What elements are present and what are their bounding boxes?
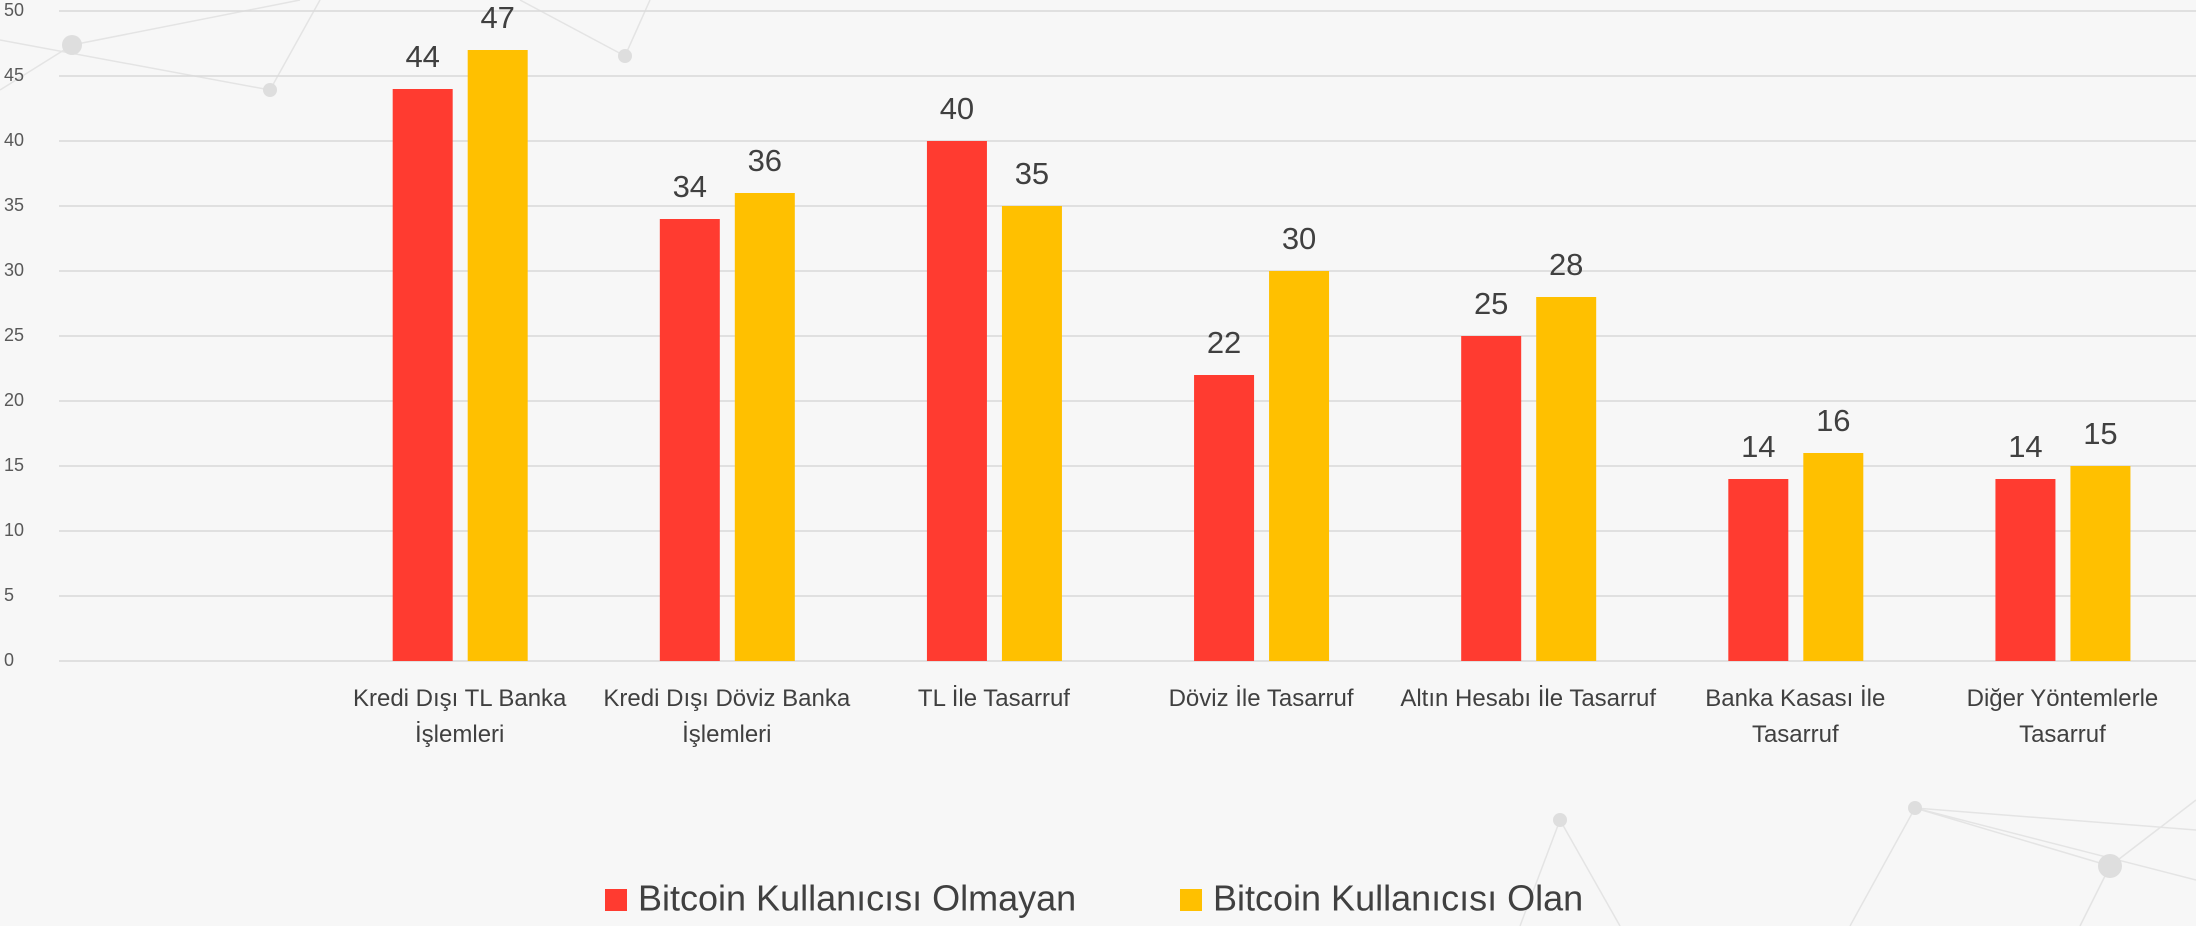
x-tick-label: Kredi Dışı TL Banka İşlemleri: [352, 685, 567, 748]
bar: [1194, 375, 1255, 661]
y-tick-label: 35: [4, 195, 24, 215]
x-tick-label: Kredi Dışı Döviz Banka İşlemleri: [603, 685, 851, 748]
y-tick-label: 40: [4, 130, 24, 150]
bar: [734, 193, 795, 661]
value-label: 22: [1207, 325, 1241, 360]
legend-label: Bitcoin Kullanıcısı Olan: [1213, 878, 1583, 919]
y-tick-label: 0: [4, 650, 14, 670]
value-label: 47: [480, 0, 514, 35]
y-tick-label: 50: [4, 0, 24, 20]
y-tick-label: 30: [4, 260, 24, 280]
value-label: 25: [1474, 286, 1508, 321]
value-label: 36: [748, 143, 782, 178]
value-label: 30: [1282, 221, 1316, 256]
bar: [467, 50, 528, 661]
legend-swatch: [1180, 889, 1202, 911]
bar: [2070, 466, 2131, 661]
value-label: 34: [673, 169, 707, 204]
value-label: 44: [405, 39, 439, 74]
bar: [1995, 479, 2056, 661]
value-label: 35: [1015, 156, 1049, 191]
value-label: 28: [1549, 247, 1583, 282]
bar: [392, 89, 453, 661]
value-label: 14: [1741, 429, 1775, 464]
bar: [1461, 336, 1522, 661]
y-tick-label: 20: [4, 390, 24, 410]
y-tick-label: 25: [4, 325, 24, 345]
x-tick-label: Altın Hesabı İle Tasarruf: [1400, 685, 1657, 712]
value-label: 15: [2083, 416, 2117, 451]
bar: [1728, 479, 1789, 661]
y-tick-label: 45: [4, 65, 24, 85]
bar: [1803, 453, 1864, 661]
value-label: 14: [2008, 429, 2042, 464]
x-tick-label: Banka Kasası İle Tasarruf: [1705, 685, 1886, 748]
x-tick-label: Döviz İle Tasarruf: [1168, 685, 1354, 712]
y-tick-label: 15: [4, 455, 24, 475]
value-label: 16: [1816, 403, 1850, 438]
bar: [926, 141, 987, 661]
bar: [1536, 297, 1597, 661]
bar: [1269, 271, 1330, 661]
y-tick-label: 5: [4, 585, 14, 605]
legend-label: Bitcoin Kullanıcısı Olmayan: [638, 878, 1076, 919]
y-tick-label: 10: [4, 520, 24, 540]
value-label: 40: [940, 91, 974, 126]
x-tick-label: Diğer Yöntemlerle Tasarruf: [1966, 685, 2159, 748]
bar: [1001, 206, 1062, 661]
x-tick-label: TL İle Tasarruf: [917, 685, 1070, 712]
legend-swatch: [605, 889, 627, 911]
bar: [659, 219, 720, 661]
